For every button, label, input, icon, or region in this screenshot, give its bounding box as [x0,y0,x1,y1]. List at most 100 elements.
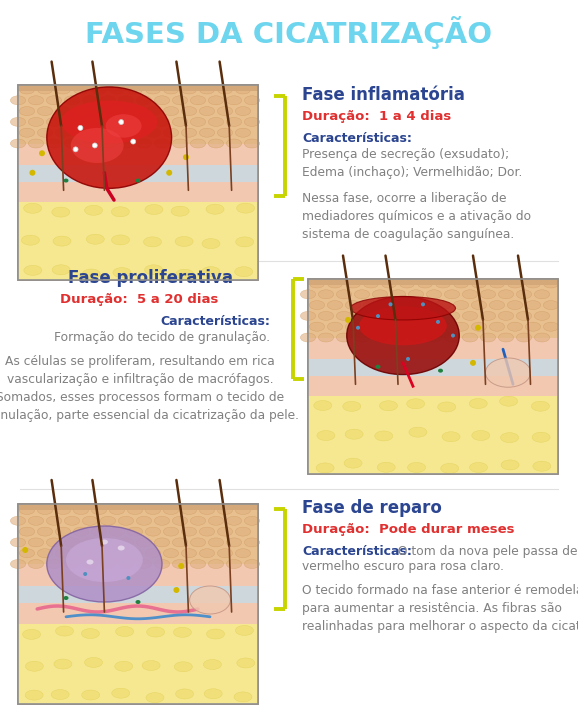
Ellipse shape [227,560,242,568]
Ellipse shape [142,236,160,246]
Ellipse shape [51,239,69,249]
Ellipse shape [172,139,188,148]
Ellipse shape [64,179,69,182]
Ellipse shape [190,516,206,526]
Ellipse shape [164,527,179,536]
Ellipse shape [38,549,53,557]
Bar [18,504,258,510]
Ellipse shape [118,560,134,568]
Ellipse shape [390,290,406,299]
Text: Características:: Características: [302,132,412,145]
Ellipse shape [377,399,395,409]
Ellipse shape [364,279,379,288]
Ellipse shape [73,85,88,94]
Ellipse shape [145,128,161,138]
Ellipse shape [235,527,251,536]
Text: vermelho escuro para rosa claro.: vermelho escuro para rosa claro. [302,560,504,573]
Ellipse shape [118,516,134,526]
Ellipse shape [381,279,397,288]
Ellipse shape [206,233,224,243]
Ellipse shape [172,96,188,105]
Ellipse shape [408,290,424,299]
Ellipse shape [533,427,551,437]
Ellipse shape [399,322,414,331]
Ellipse shape [118,96,134,105]
Ellipse shape [127,527,143,536]
Ellipse shape [116,236,134,246]
Ellipse shape [118,545,125,550]
Bar [18,85,258,143]
Ellipse shape [480,333,496,342]
Ellipse shape [237,234,255,244]
Ellipse shape [199,128,214,138]
Ellipse shape [427,311,442,321]
Ellipse shape [199,85,214,94]
Ellipse shape [354,311,370,321]
Ellipse shape [486,358,531,387]
Ellipse shape [176,269,194,278]
Ellipse shape [55,505,71,515]
Ellipse shape [453,322,469,331]
Ellipse shape [10,117,25,127]
Ellipse shape [38,527,53,536]
Text: Presença de secreção (exsudato);
Edema (inchaço); Vermelhidão; Dor.: Presença de secreção (exsudato); Edema (… [302,148,523,179]
Ellipse shape [190,96,206,105]
Ellipse shape [118,119,124,125]
Ellipse shape [190,117,206,127]
Ellipse shape [181,527,197,536]
Ellipse shape [55,106,71,116]
Ellipse shape [145,106,161,116]
Ellipse shape [516,333,532,342]
Ellipse shape [136,560,151,568]
Bar [18,165,258,182]
Ellipse shape [235,505,251,515]
Ellipse shape [78,125,83,130]
Ellipse shape [101,538,116,547]
Text: FASES DA CICATRIZAÇÃO: FASES DA CICATRIZAÇÃO [86,16,492,49]
Ellipse shape [516,311,532,321]
FancyBboxPatch shape [18,504,258,704]
Ellipse shape [421,303,425,306]
Ellipse shape [471,322,487,331]
Ellipse shape [116,660,135,670]
FancyBboxPatch shape [18,85,258,280]
Ellipse shape [525,300,540,310]
Text: O tom da nova pele passa de: O tom da nova pele passa de [394,545,577,558]
Ellipse shape [136,96,151,105]
Ellipse shape [507,279,523,288]
Ellipse shape [101,139,116,148]
Ellipse shape [91,549,107,557]
Ellipse shape [208,516,224,526]
Ellipse shape [28,117,44,127]
Ellipse shape [166,169,172,176]
Ellipse shape [55,85,71,94]
Ellipse shape [116,691,134,702]
Ellipse shape [135,179,140,182]
Ellipse shape [55,527,71,536]
Ellipse shape [507,322,523,331]
Ellipse shape [199,527,214,536]
Ellipse shape [410,459,428,469]
Ellipse shape [372,311,388,321]
Ellipse shape [142,626,160,636]
Ellipse shape [360,306,447,345]
Ellipse shape [46,139,62,148]
Ellipse shape [109,128,125,138]
Ellipse shape [301,311,316,321]
Ellipse shape [145,505,161,515]
Ellipse shape [38,106,53,116]
Ellipse shape [417,322,433,331]
Ellipse shape [208,96,224,105]
Ellipse shape [301,290,316,299]
Ellipse shape [164,106,179,116]
Ellipse shape [354,290,370,299]
Ellipse shape [462,290,477,299]
Ellipse shape [145,549,161,557]
Ellipse shape [199,106,214,116]
Ellipse shape [101,96,116,105]
Ellipse shape [131,139,136,144]
Ellipse shape [172,516,188,526]
Ellipse shape [516,290,532,299]
Ellipse shape [244,560,260,568]
Ellipse shape [498,290,514,299]
